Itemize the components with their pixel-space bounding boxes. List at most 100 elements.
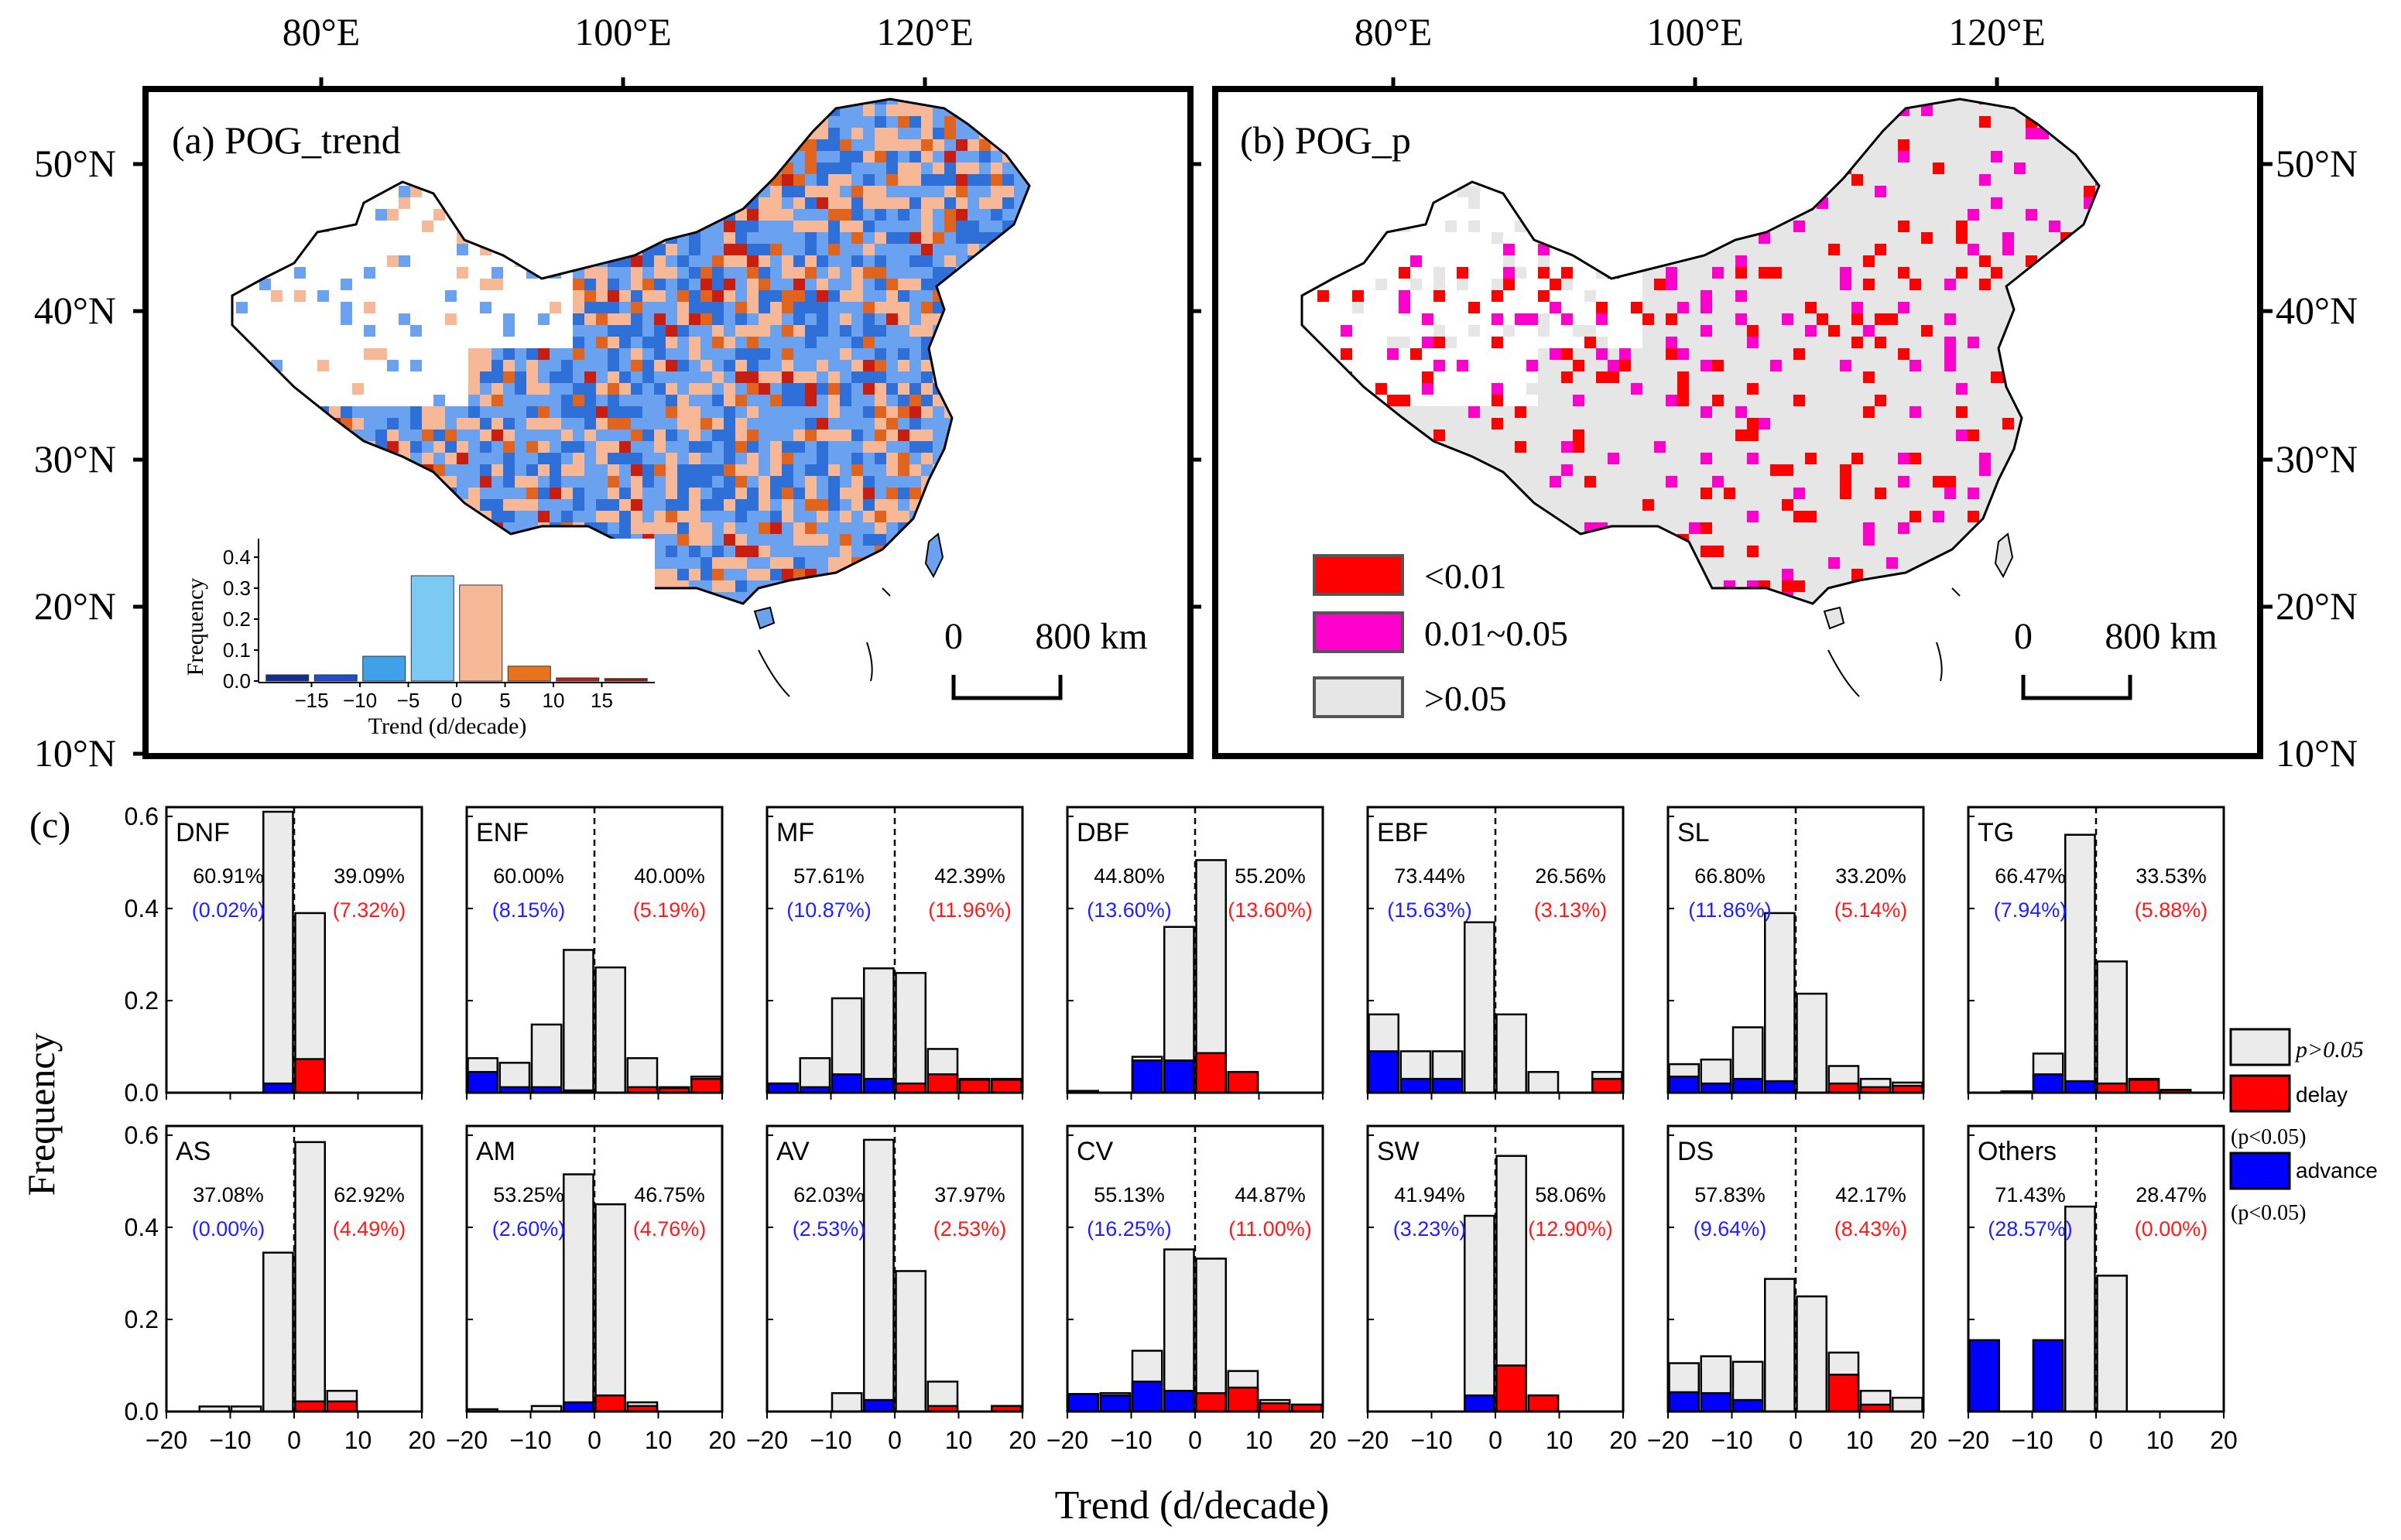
p-cell [1526,406,1538,418]
trend-cell [851,151,863,163]
p-cell [1898,267,1909,279]
trend-cell [642,348,654,360]
trend-cell [933,418,944,429]
p-cell [1399,267,1410,279]
trend-cell [759,395,770,406]
trend-cell [909,337,921,348]
trend-cell [642,453,654,464]
trend-cell [608,429,619,441]
p-cell [1851,302,1863,313]
p-cell [1886,174,1898,186]
p-cell [1526,418,1538,429]
p-cell [1642,406,1654,418]
p-cell [2002,232,2014,244]
p-cell [1886,163,1898,174]
trend-cell [573,464,584,476]
trend-cell [909,104,921,116]
p-cell [1979,360,1991,371]
p-cell [1654,441,1666,453]
trend-cell [515,441,526,453]
p-cell [1677,290,1689,302]
trend-cell [828,522,840,534]
p-cell [1840,557,1851,569]
trend-cell [654,325,666,337]
trend-cell [550,348,561,360]
trend-cell [596,348,608,360]
p-cell [1782,546,1793,557]
trend-cell [759,522,770,534]
trend-cell [875,488,886,499]
trend-cell [387,255,399,267]
trend-cell [817,534,828,546]
trend-cell [979,151,991,163]
trend-cell [851,313,863,325]
p-cell [1944,337,1956,348]
p-cell [1735,546,1747,557]
trend-cell [608,348,619,360]
p-cell [1840,290,1851,302]
trend-cell [851,395,863,406]
trend-cell [700,546,712,557]
p-cell [1526,429,1538,441]
p-cell [1851,174,1863,186]
trend-cell [724,534,735,546]
p-cell [1724,395,1735,406]
trend-cell [596,279,608,290]
trend-cell [840,232,851,244]
trend-cell [805,360,817,371]
trend-cell [538,441,550,453]
trend-cell [828,488,840,499]
trend-cell [677,383,689,395]
trend-cell [724,302,735,313]
trend-cell [677,395,689,406]
p-cell [1933,337,1944,348]
trend-cell [863,429,875,441]
p-cell [1875,290,1886,302]
trend-cell [828,163,840,174]
p-cell [1863,371,1875,383]
trend-cell [759,488,770,499]
trend-cell [596,476,608,488]
trend-cell [886,360,898,371]
p-cell [1654,476,1666,488]
p-cell [1956,139,1968,151]
p-cell [1666,488,1677,499]
trend-cell [642,441,654,453]
p-cell [2049,221,2060,232]
p-cell [1735,406,1747,418]
p-cell [1526,453,1538,464]
trend-cell [550,383,561,395]
p-cell [1712,360,1724,371]
trend-cell [503,313,515,325]
p-cell [1956,476,1968,488]
trend-cell [700,232,712,244]
trend-cell [631,290,642,302]
trend-cell [805,406,817,418]
p-cell [1805,302,1817,313]
trend-cell [817,209,828,221]
p-cell [1886,279,1898,290]
p-cell [1608,383,1619,395]
trend-cell [631,464,642,476]
trend-cell [677,267,689,279]
p-cell [1956,151,1968,163]
p-cell [1515,406,1526,418]
p-cell [1886,418,1898,429]
trend-cell [898,418,909,429]
p-cell [1782,429,1793,441]
trend-cell [759,557,770,569]
trend-cell [886,99,898,104]
trend-cell [631,499,642,511]
p-cell [1526,383,1538,395]
trend-cell [898,488,909,499]
trend-cell [735,279,747,290]
trend-cell [886,128,898,139]
p-cell [1770,522,1782,534]
trend-cell [561,499,573,511]
trend-cell [828,302,840,313]
trend-cell [886,337,898,348]
p-cell [1642,290,1654,302]
p-cell [1817,279,1828,290]
p-cell [1875,209,1886,221]
trend-cell [654,511,666,522]
